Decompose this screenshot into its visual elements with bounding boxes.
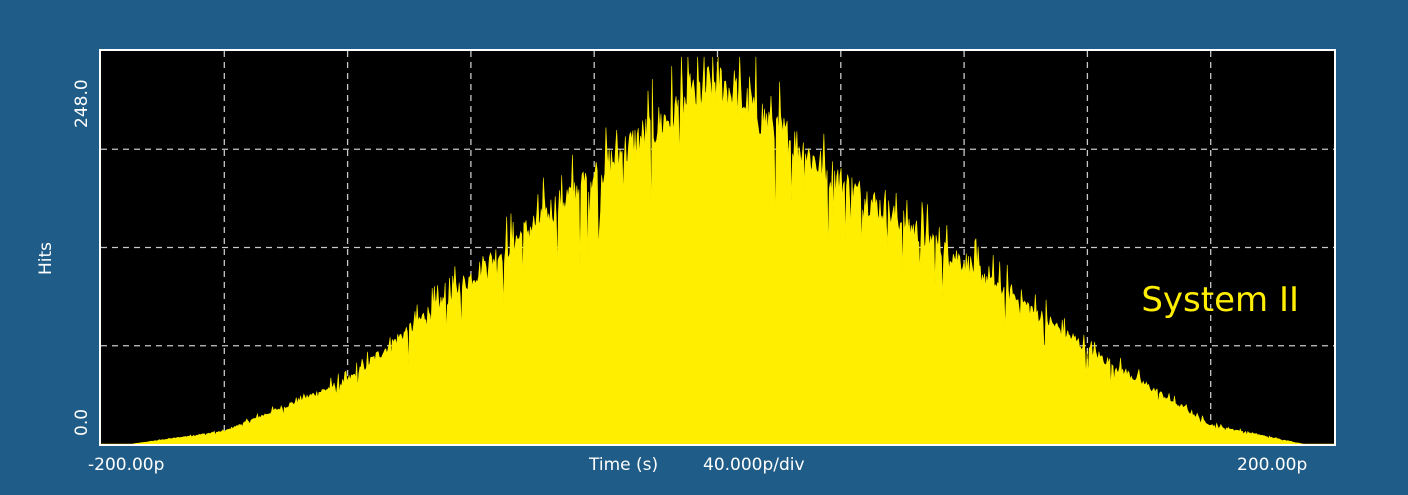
- plot-area: System II: [99, 49, 1336, 446]
- x-scale-per-div: 40.000p/div: [703, 455, 805, 475]
- histogram-svg: System II: [101, 51, 1334, 444]
- x-tick-right: 200.00p: [1237, 455, 1308, 475]
- x-tick-left: -200.00p: [88, 455, 165, 475]
- x-axis-label: Time (s): [589, 455, 659, 475]
- histogram-series: [101, 56, 1334, 444]
- y-tick-top: 248.0: [72, 79, 92, 128]
- annotation-label: System II: [1141, 280, 1299, 320]
- y-tick-bottom: 0.0: [72, 408, 92, 436]
- y-axis-label: Hits: [36, 241, 56, 275]
